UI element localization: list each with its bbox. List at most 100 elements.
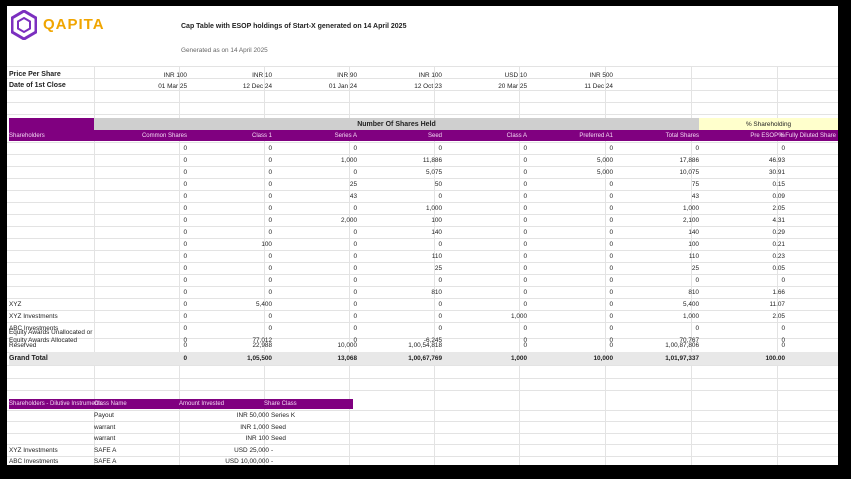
instruments-column-header: Share Class — [264, 401, 297, 407]
table-cell: 0 — [353, 301, 357, 308]
table-cell: 0 — [438, 145, 442, 152]
reserved-label-line1: Equity Awards Unallocated or — [9, 329, 93, 336]
table-cell: 5,000 — [597, 169, 613, 176]
reserved-cell: 0 — [781, 342, 785, 349]
table-cell: 0 — [353, 277, 357, 284]
reserved-cell: 0 — [183, 342, 187, 349]
grand-total-label: Grand Total — [9, 355, 48, 362]
table-cell: 1,000 — [511, 313, 527, 320]
table-cell: 0 — [438, 301, 442, 308]
table-cell: 0 — [781, 277, 785, 284]
column-header: % Fully Diluted Share — [778, 132, 836, 139]
column-header: Total Shares — [665, 132, 699, 139]
purple-marker — [9, 118, 94, 130]
date-cell: 01 Jan 24 — [328, 83, 357, 90]
table-cell: 0 — [353, 289, 357, 296]
reserved-cell: 10,000 — [337, 342, 357, 349]
table-cell: 0 — [523, 181, 527, 188]
table-cell: 25 — [349, 181, 357, 188]
instrument-amount: INR 50,000 — [236, 412, 269, 419]
table-cell: 0 — [695, 277, 699, 284]
instrument-share-class: - — [271, 446, 274, 454]
table-cell: 0 — [609, 205, 613, 212]
instrument-share-class: - — [271, 458, 274, 465]
grand-total-cell: 1,000 — [511, 355, 527, 362]
table-cell: 0 — [268, 205, 272, 212]
reserved-cell: 0 — [609, 342, 613, 349]
date-cell: 12 Dec 24 — [242, 83, 272, 90]
date-cell: 20 Mar 25 — [498, 83, 527, 90]
column-header: Pre ESOP % — [750, 132, 785, 139]
shareholding-banner-label: % Shareholding — [745, 121, 792, 128]
table-cell: 100 — [431, 217, 442, 224]
table-cell: -6,245 — [423, 337, 442, 344]
table-cell: 0 — [609, 325, 613, 332]
table-cell: 0 — [268, 145, 272, 152]
instrument-amount: INR 100 — [245, 435, 269, 442]
grand-total-cell: 0 — [183, 355, 187, 362]
table-cell: 2.05 — [772, 313, 785, 320]
table-cell: 5,075 — [426, 169, 442, 176]
table-cell: 0 — [609, 145, 613, 152]
table-cell: 110 — [688, 253, 699, 260]
table-cell: 0.05 — [772, 265, 785, 272]
column-header: Series A — [334, 132, 357, 139]
instrument-amount: INR 1,000 — [240, 423, 269, 431]
table-cell: 0 — [438, 193, 442, 200]
table-cell: 0 — [609, 265, 613, 272]
table-cell: 110 — [431, 253, 442, 260]
instrument-shareholder: ABC Investments — [9, 458, 59, 465]
table-cell: 0 — [523, 157, 527, 164]
table-cell: 0 — [183, 301, 187, 308]
table-cell: 0 — [523, 169, 527, 176]
table-cell: 0 — [183, 265, 187, 272]
table-cell: 0 — [438, 325, 442, 332]
table-cell: 1,000 — [683, 205, 699, 212]
table-cell: 0 — [609, 181, 613, 188]
table-cell: 0 — [609, 289, 613, 296]
reserved-cell: 22,988 — [252, 342, 272, 349]
grand-total-cell: 1,00,67,769 — [408, 355, 442, 362]
table-cell: 0.29 — [772, 229, 785, 236]
price-cell: USD 10 — [504, 72, 527, 79]
table-cell: 0 — [609, 277, 613, 284]
reserved-label-line2: Reserved — [9, 342, 37, 349]
table-cell: 810 — [688, 289, 699, 296]
table-cell: 4.31 — [772, 217, 785, 224]
table-cell: 0 — [523, 337, 527, 344]
table-cell: 77,012 — [252, 337, 272, 344]
shareholder-name: ABC Investments — [9, 325, 59, 332]
table-cell: 30.91 — [769, 169, 785, 176]
page-title: Cap Table with ESOP holdings of Start-X … — [181, 23, 407, 30]
table-cell: 0 — [523, 289, 527, 296]
table-cell: 0 — [353, 313, 357, 320]
table-cell: 0 — [183, 145, 187, 152]
table-cell: 43 — [691, 193, 699, 200]
table-cell: 0 — [353, 325, 357, 332]
table-cell: 25 — [434, 265, 442, 272]
price-cell: INR 90 — [337, 72, 357, 79]
price-cell: INR 100 — [163, 72, 187, 79]
table-cell: 0.09 — [772, 193, 785, 200]
table-cell: 0 — [609, 301, 613, 308]
table-cell: 1,000 — [683, 313, 699, 320]
date-cell: 01 Mar 25 — [158, 83, 187, 90]
reserved-cell: 1,00,87,806 — [665, 342, 699, 349]
column-header: Class 1 — [251, 132, 272, 139]
table-cell: 0 — [183, 217, 187, 224]
table-cell: 25 — [691, 265, 699, 272]
table-cell: 10,075 — [679, 169, 699, 176]
instrument-amount: USD 10,00,000 — [225, 458, 269, 465]
instrument-class-name: SAFE A — [94, 458, 117, 465]
table-cell: 0 — [183, 277, 187, 284]
table-cell: 0 — [268, 157, 272, 164]
table-cell: 0 — [438, 241, 442, 248]
table-cell: 0 — [183, 169, 187, 176]
column-header-shareholders: Shareholders — [9, 132, 45, 139]
table-cell: 0 — [268, 193, 272, 200]
instrument-amount: USD 25,000 — [234, 446, 269, 454]
grand-total-cell: 10,000 — [593, 355, 613, 362]
spreadsheet: QAPITA Cap Table with ESOP holdings of S… — [7, 6, 838, 465]
table-cell: 0 — [268, 313, 272, 320]
date-cell: 12 Oct 23 — [414, 83, 442, 90]
